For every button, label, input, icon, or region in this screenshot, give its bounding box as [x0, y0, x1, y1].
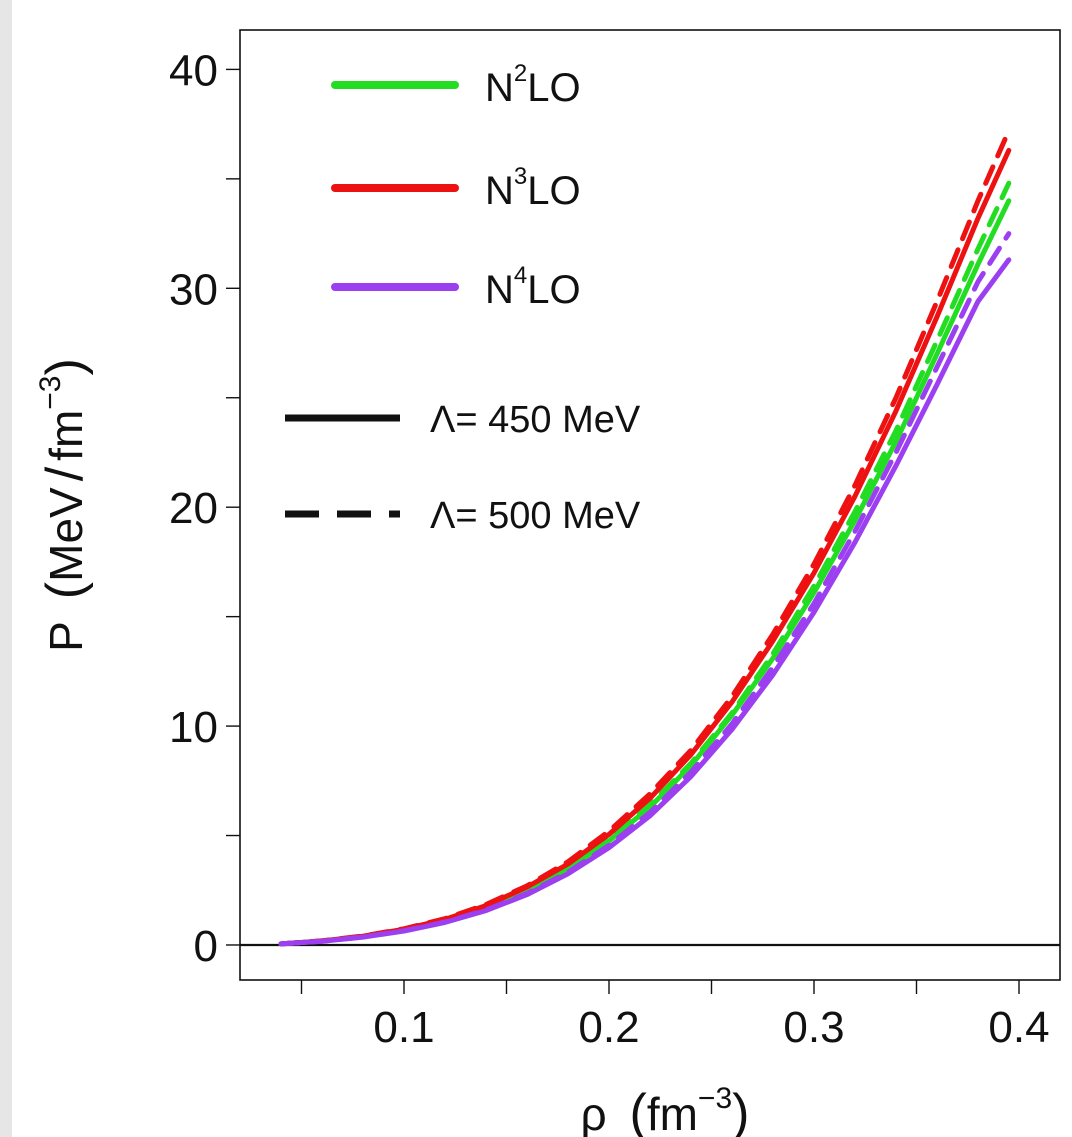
- x-axis-symbol: ρ: [581, 1088, 607, 1137]
- legend-label-order-1: N3LO: [485, 163, 581, 213]
- legend: N2LO N3LO N4LO Λ= 450 MeV Λ= 500 MeV: [285, 60, 641, 537]
- y-axis-exponent: −3: [34, 375, 67, 409]
- y-axis-unit: MeV: [40, 487, 92, 582]
- x-axis: 0.1 0.2 0.3 0.4: [300, 980, 1050, 1052]
- y-axis-unit2: fm: [40, 410, 92, 461]
- y-tick-label-8: 40: [169, 46, 218, 95]
- x-tick-label-1: 0.1: [373, 1003, 434, 1052]
- x-tick-label-3: 0.2: [578, 1003, 639, 1052]
- y-tick-label-2: 10: [169, 703, 218, 752]
- x-axis-title: ρ (fm−3): [581, 1082, 750, 1137]
- legend-label-order-2: N4LO: [485, 262, 581, 312]
- x-axis-exponent: −3: [698, 1082, 732, 1115]
- y-axis: 0 10 20 30 40: [169, 46, 240, 971]
- plot-area: [239, 29, 1061, 981]
- y-tick-label-4: 20: [169, 484, 218, 533]
- x-axis-unit: fm: [647, 1088, 698, 1137]
- x-tick-label-5: 0.3: [783, 1003, 844, 1052]
- legend-label-order-0: N2LO: [485, 60, 581, 110]
- y-axis-title: P (MeV/fm−3): [34, 358, 94, 652]
- y-axis-symbol: P: [40, 622, 92, 652]
- series-line-n4lo-500-dashed: [278, 231, 1012, 947]
- legend-label-cutoff-0: Λ= 450 MeV: [430, 399, 641, 441]
- y-tick-label-6: 30: [169, 265, 218, 314]
- y-axis-slash: /: [36, 466, 94, 481]
- y-tick-label-0: 0: [194, 922, 218, 971]
- legend-label-cutoff-1: Λ= 500 MeV: [430, 495, 641, 537]
- plot-frame: [239, 29, 1061, 981]
- x-tick-label-7: 0.4: [988, 1003, 1049, 1052]
- figure-background: [12, 0, 1072, 1137]
